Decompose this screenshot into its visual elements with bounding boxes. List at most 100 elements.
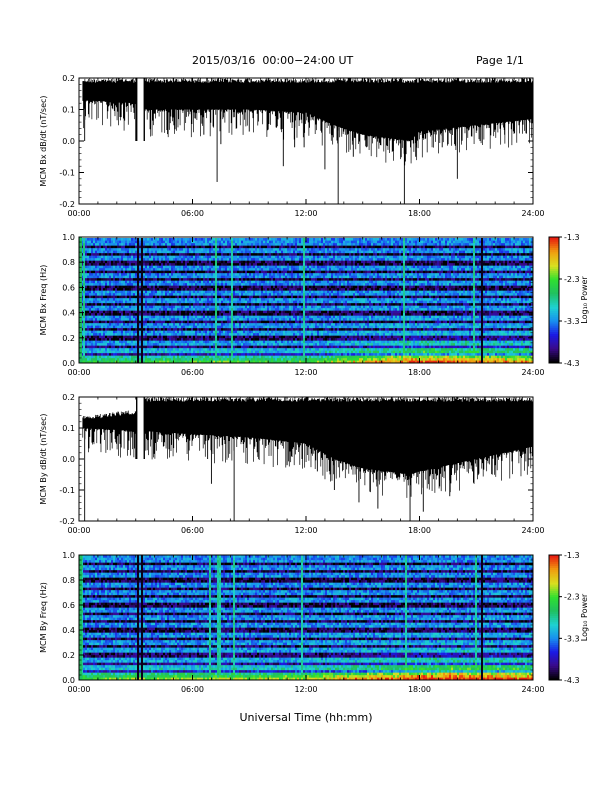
spectrogram-cell bbox=[263, 300, 266, 304]
spectrogram-cell bbox=[159, 298, 162, 301]
spectrogram-cell bbox=[197, 308, 200, 311]
spectrogram-cell bbox=[221, 243, 224, 246]
spectrogram-cell bbox=[233, 255, 236, 259]
spectrogram-cell bbox=[185, 350, 188, 354]
spectrogram-cell bbox=[125, 308, 128, 311]
spectrogram-cell bbox=[223, 270, 226, 274]
spectrogram-cell bbox=[95, 333, 98, 336]
spectrogram-cell bbox=[193, 270, 196, 274]
spectrogram-cell bbox=[217, 255, 220, 259]
spectrogram-cell bbox=[93, 338, 96, 341]
spectrogram-cell bbox=[165, 305, 168, 309]
spectrogram-cell bbox=[129, 290, 132, 294]
spectrogram-cell bbox=[265, 318, 268, 321]
spectrogram-cell bbox=[125, 355, 128, 359]
spectrogram-cell bbox=[235, 290, 238, 294]
spectrogram-cell bbox=[205, 295, 208, 299]
spectrogram-cell bbox=[153, 360, 156, 364]
spectrogram-cell bbox=[99, 358, 102, 361]
spectrogram-cell bbox=[237, 333, 240, 336]
spectrogram-cell bbox=[101, 350, 104, 354]
spectrogram-cell bbox=[181, 243, 184, 246]
spectrogram-cell bbox=[83, 248, 86, 251]
spectrogram-cell bbox=[211, 268, 214, 271]
spectrogram-cell bbox=[121, 283, 124, 286]
spectrogram-cell bbox=[165, 340, 168, 344]
spectrogram-cell bbox=[265, 290, 268, 294]
spectrogram-cell bbox=[193, 315, 196, 319]
spectrogram-cell bbox=[251, 350, 254, 354]
spectrogram-cell bbox=[187, 335, 190, 339]
spectrogram-cell bbox=[171, 308, 174, 311]
spectrogram-cell bbox=[145, 255, 148, 259]
spectrogram-cell bbox=[105, 275, 108, 279]
spectrogram-cell bbox=[239, 330, 242, 334]
spectrogram-cell bbox=[233, 308, 236, 311]
spectrogram-cell bbox=[81, 273, 84, 276]
spectrogram-cell bbox=[267, 285, 270, 289]
spectrogram-cell bbox=[131, 355, 134, 359]
spectrogram-cell bbox=[195, 263, 198, 266]
spectrogram-cell bbox=[211, 238, 214, 241]
spectrogram-cell bbox=[129, 300, 132, 304]
spectrogram-cell bbox=[155, 340, 158, 344]
spectrogram-cell bbox=[237, 283, 240, 286]
spectrogram-cell bbox=[119, 293, 122, 296]
spectrogram-cell bbox=[93, 255, 96, 259]
spectrogram-cell bbox=[107, 250, 110, 254]
spectrogram-cell bbox=[225, 303, 228, 306]
spectrogram-cell bbox=[157, 315, 160, 319]
spectrogram-cell bbox=[105, 295, 108, 299]
spectrogram-cell bbox=[255, 345, 258, 349]
spectrogram-cell bbox=[261, 280, 264, 284]
spectrogram-cell bbox=[249, 315, 252, 319]
spectrogram-cell bbox=[249, 283, 252, 286]
spectrogram-cell bbox=[131, 328, 134, 331]
spectrogram-cell bbox=[231, 355, 234, 359]
spectrogram-cell bbox=[119, 303, 122, 306]
spectrogram-cell bbox=[189, 280, 192, 284]
spectrogram-cell bbox=[97, 330, 100, 334]
spectrogram-cell bbox=[91, 253, 94, 256]
spectrogram-cell bbox=[157, 323, 160, 326]
spectrogram-cell bbox=[209, 238, 212, 241]
spectrogram-cell bbox=[175, 333, 178, 336]
spectrogram-cell bbox=[101, 243, 104, 246]
spectrogram-cell bbox=[225, 305, 228, 309]
spectrogram-cell bbox=[123, 263, 126, 266]
spectrogram-cell bbox=[207, 350, 210, 354]
spectrogram-cell bbox=[125, 348, 128, 351]
spectrogram-cell bbox=[97, 243, 100, 246]
spectrogram-cell bbox=[105, 255, 108, 259]
spectrogram-cell bbox=[225, 265, 228, 269]
spectrogram-cell bbox=[85, 263, 88, 266]
spectrogram-cell bbox=[139, 298, 142, 301]
spectrogram-cell bbox=[97, 325, 100, 329]
spectrogram-cell bbox=[179, 343, 182, 346]
spectrogram-cell bbox=[227, 335, 230, 339]
spectrogram-cell bbox=[205, 293, 208, 296]
spectrogram-cell bbox=[227, 270, 230, 274]
spectrogram-cell bbox=[217, 248, 220, 251]
spectrogram-cell bbox=[149, 248, 152, 251]
spectrogram-cell bbox=[101, 298, 104, 301]
spectrogram-cell bbox=[183, 333, 186, 336]
spectrogram-cell bbox=[97, 318, 100, 321]
spectrogram-cell bbox=[213, 288, 216, 291]
spectrogram-cell bbox=[115, 288, 118, 291]
spectrogram-cell bbox=[137, 293, 140, 296]
x-tick-label: 06:00 bbox=[181, 209, 204, 218]
spectrogram-cell bbox=[251, 255, 254, 259]
spectrogram-cell bbox=[189, 243, 192, 246]
spectrogram-cell bbox=[111, 290, 114, 294]
spectrogram-cell bbox=[269, 300, 272, 304]
spectrogram-cell bbox=[223, 360, 226, 364]
spectrogram-cell bbox=[141, 315, 144, 319]
spectrogram-cell bbox=[105, 270, 108, 274]
spectrogram-cell bbox=[199, 305, 202, 309]
spectrogram-cell bbox=[209, 243, 212, 246]
spectrogram-cell bbox=[261, 285, 264, 289]
spectrogram-cell bbox=[119, 288, 122, 291]
spectrogram-cell bbox=[131, 350, 134, 354]
spectrogram-cell bbox=[153, 295, 156, 299]
